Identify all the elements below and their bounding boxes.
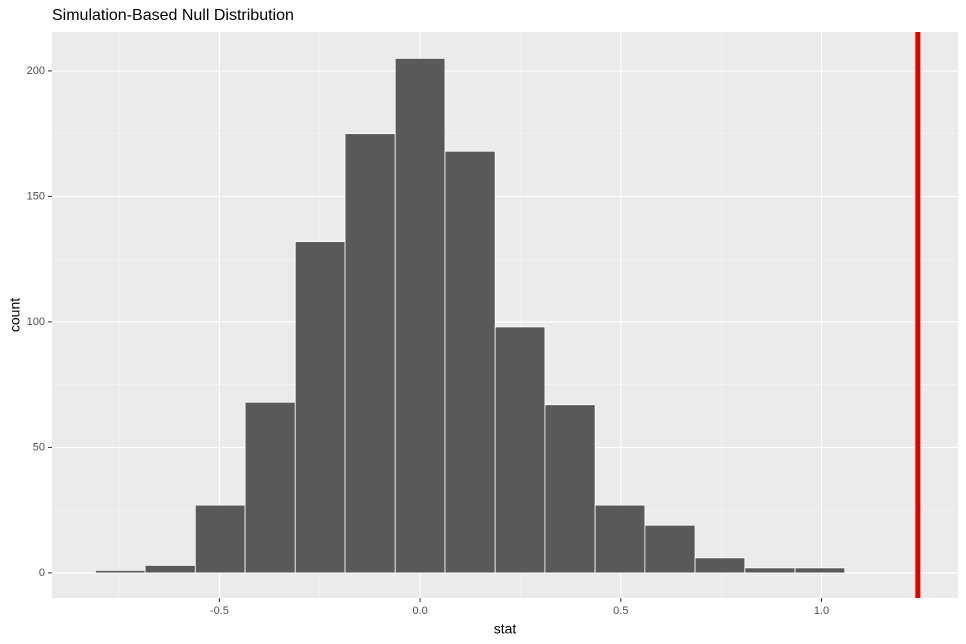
x-tick-label: 0.5 <box>613 605 628 617</box>
x-tick-label: 1.0 <box>814 605 829 617</box>
x-tick-label: -0.5 <box>210 605 229 617</box>
bar <box>344 133 396 574</box>
y-tick-label: 150 <box>27 190 45 202</box>
bar <box>394 57 446 574</box>
bar <box>94 569 146 574</box>
bar <box>694 557 746 574</box>
bar <box>444 150 496 574</box>
y-tick-label: 0 <box>39 567 45 579</box>
chart-title: Simulation-Based Null Distribution <box>52 7 294 24</box>
bar <box>794 567 846 574</box>
x-axis-title: stat <box>494 621 517 637</box>
bar <box>494 326 546 574</box>
bar <box>144 564 196 574</box>
bar <box>644 524 696 574</box>
y-axis-title: count <box>7 298 23 332</box>
bar <box>244 401 296 574</box>
y-tick-label: 50 <box>33 441 45 453</box>
bar <box>294 241 346 574</box>
x-tick-label: 0.0 <box>412 605 427 617</box>
bar <box>594 504 646 574</box>
y-tick-label: 100 <box>27 316 45 328</box>
bar <box>544 404 596 574</box>
y-tick-label: 200 <box>27 65 45 77</box>
bar <box>194 504 246 574</box>
bar <box>744 567 796 574</box>
